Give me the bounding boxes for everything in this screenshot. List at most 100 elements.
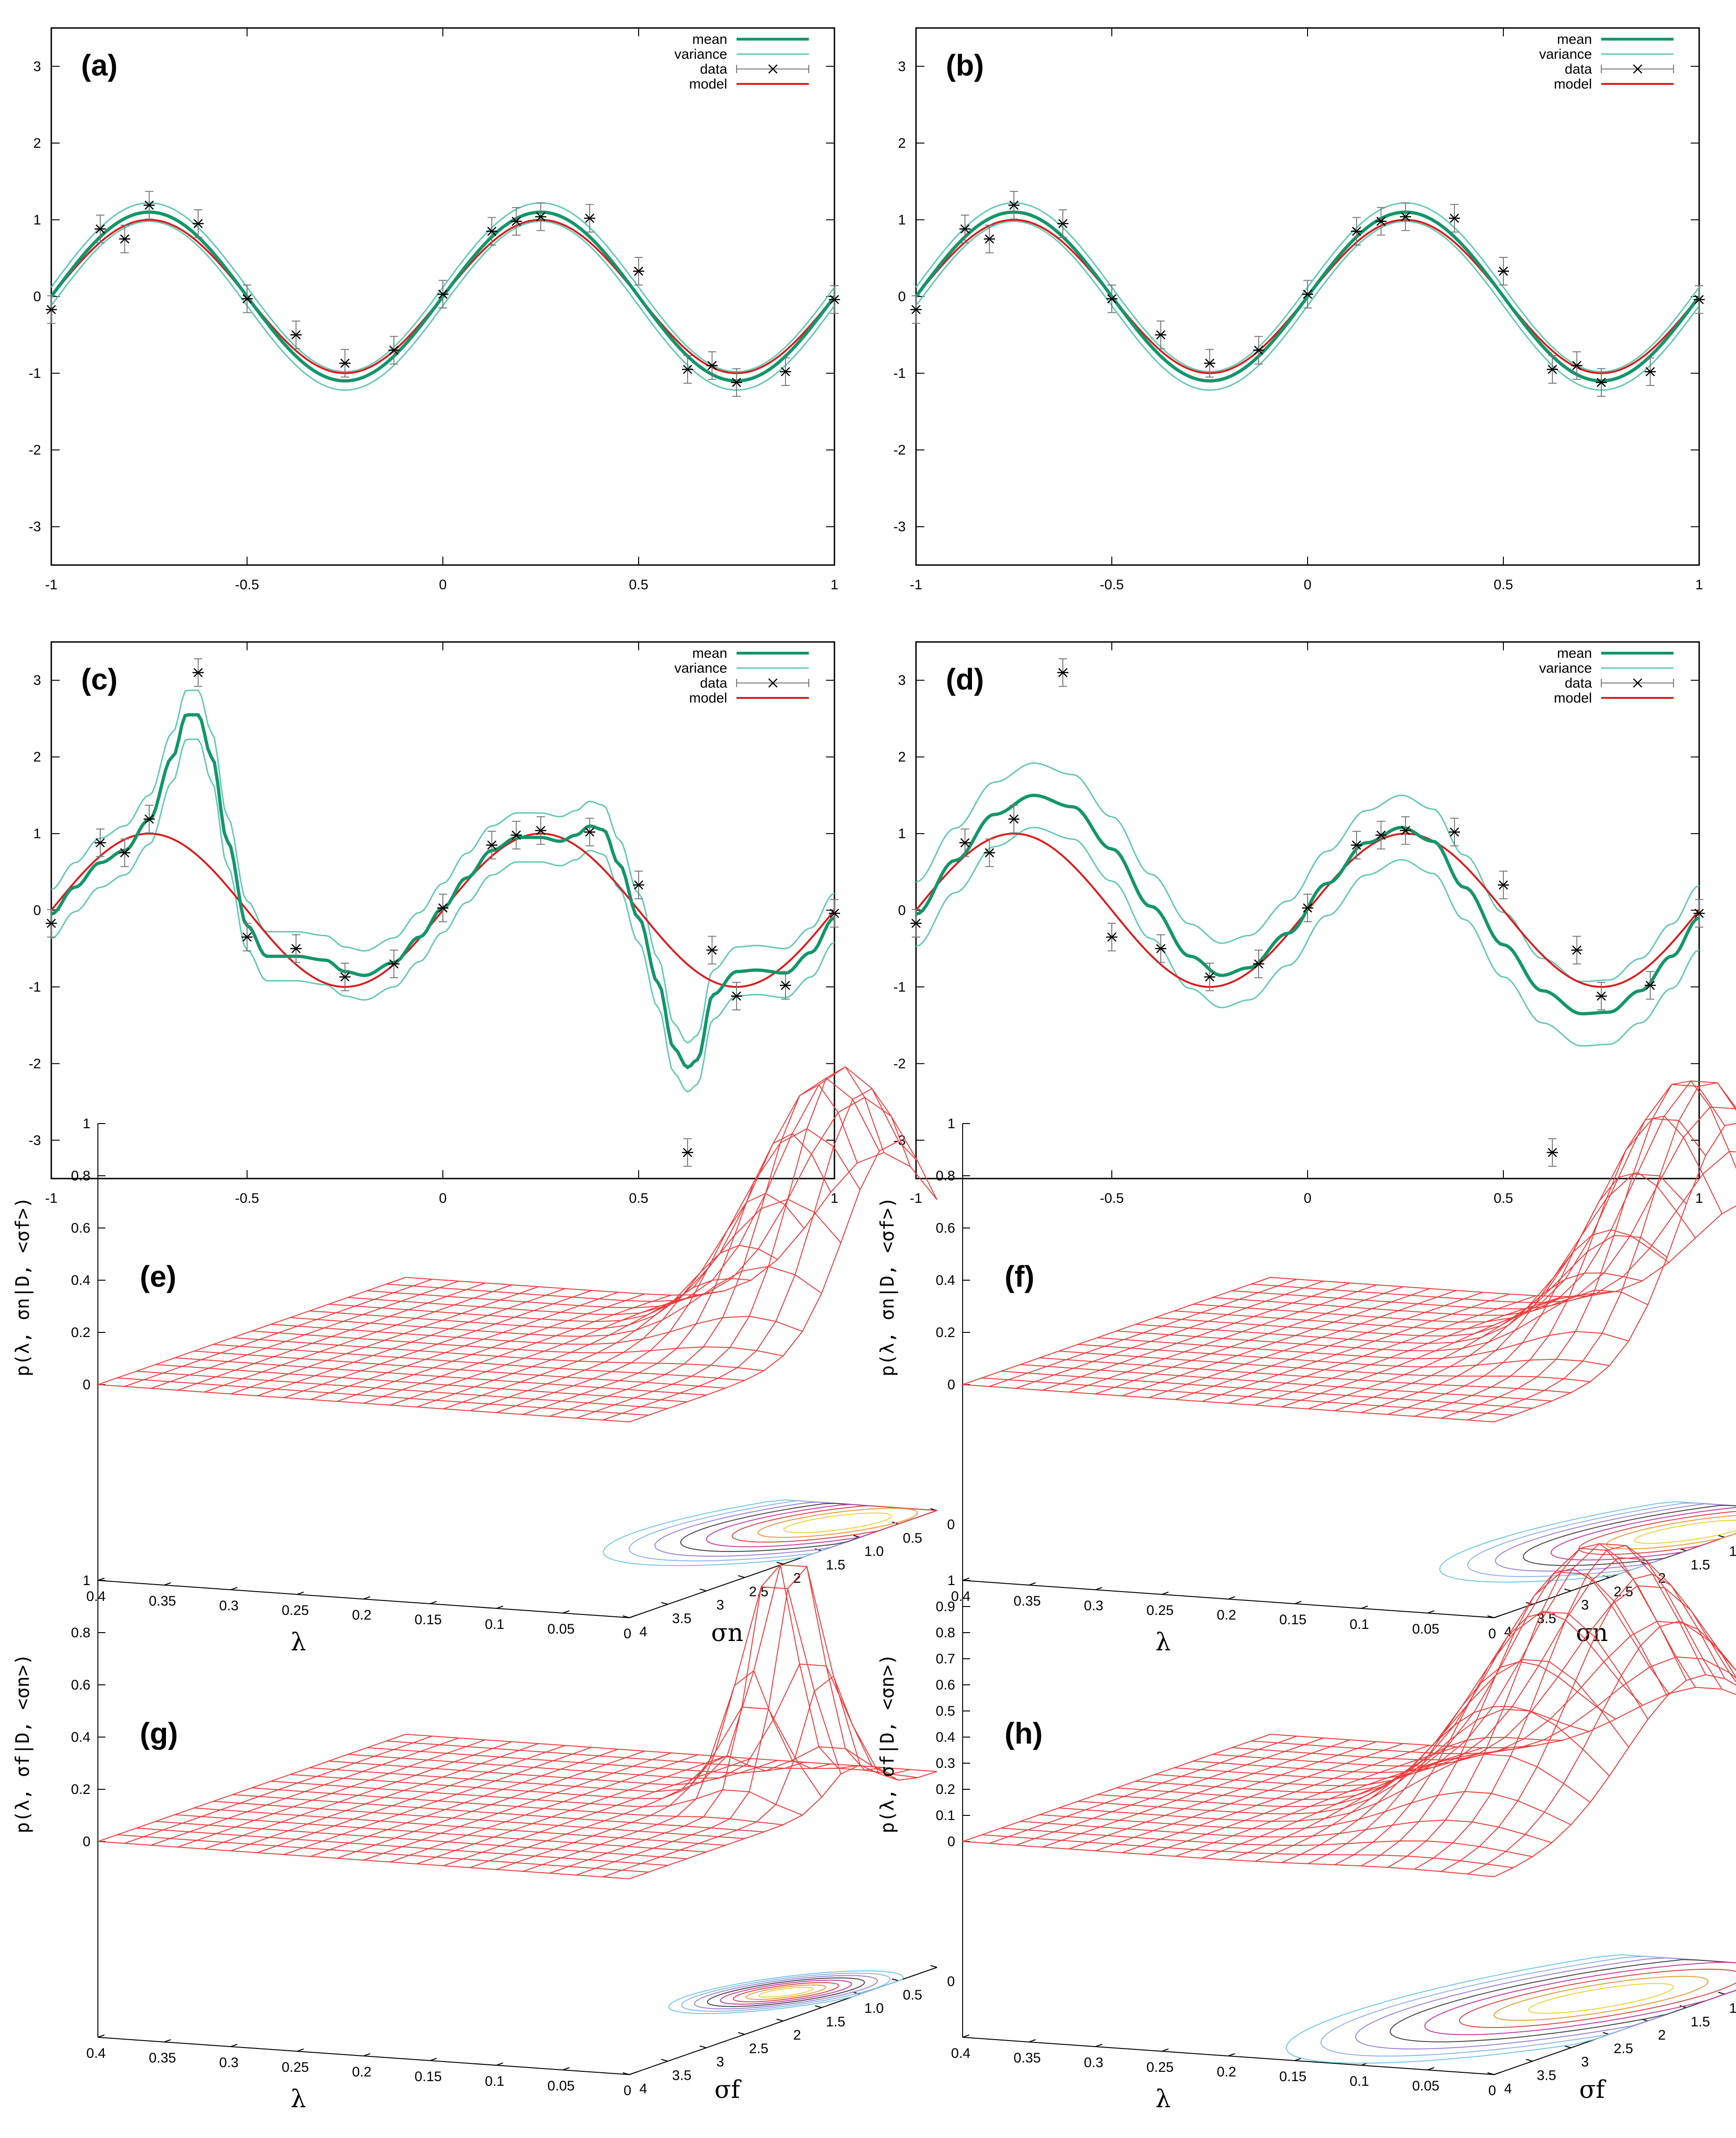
contour-line xyxy=(732,1982,840,2002)
data-point xyxy=(1547,1138,1558,1167)
data-point xyxy=(984,224,995,254)
lambda-tick xyxy=(230,1587,238,1590)
mesh-line-sigma xyxy=(271,1316,803,1345)
lambda-tick-label: 0.4 xyxy=(86,1589,106,1604)
data-point xyxy=(510,207,522,236)
mesh-line-sigma xyxy=(1251,1656,1736,1754)
mesh-line-lambda xyxy=(549,1564,858,1874)
data-marker xyxy=(388,959,400,969)
data-marker xyxy=(486,840,497,850)
contours xyxy=(602,1499,937,1566)
sigma-tick xyxy=(776,2019,784,2021)
data-marker xyxy=(584,214,595,223)
lambda-tick xyxy=(1494,1615,1501,1618)
mesh-line-sigma xyxy=(348,1663,880,1779)
lambda-tick xyxy=(1295,2058,1302,2061)
x-tick-label: -0.5 xyxy=(235,577,259,593)
mesh-line-lambda xyxy=(1467,1082,1736,1421)
sigma-tick xyxy=(892,1978,899,1981)
sigma-tick-label: 0.5 xyxy=(903,1987,923,2003)
mesh-line-sigma xyxy=(155,1364,687,1402)
data-marker xyxy=(1375,830,1387,840)
z-tick-label: 1 xyxy=(947,1116,955,1131)
data-point xyxy=(339,349,351,378)
data-point xyxy=(1351,831,1362,860)
mesh-line-lambda xyxy=(416,1290,725,1407)
x-tick-label: -1 xyxy=(45,1191,58,1206)
mesh-line-sigma xyxy=(1059,1753,1591,1822)
sigma-tick xyxy=(661,1602,668,1605)
data-point xyxy=(1694,285,1705,314)
z-axis-label: p(λ, σn|D, <σf>) xyxy=(877,1197,898,1376)
data-marker xyxy=(633,880,644,890)
z-tick-label: 1 xyxy=(947,1573,955,1588)
variance-upper-line xyxy=(51,690,835,1044)
panel-label: (d) xyxy=(946,662,984,696)
data-point xyxy=(1302,280,1313,309)
legend-mean-label: mean xyxy=(1557,32,1592,47)
data-marker xyxy=(46,305,57,314)
z-tick-label: 0.4 xyxy=(936,1730,955,1745)
mesh-line-lambda xyxy=(576,1566,884,1876)
data-point xyxy=(1302,893,1313,923)
contour-line xyxy=(1459,1968,1736,2028)
data-point xyxy=(1057,658,1068,687)
data-marker xyxy=(1375,216,1387,226)
sigma-tick-label: 2 xyxy=(793,2028,801,2043)
lambda-tick-label: 0 xyxy=(1488,1626,1496,1641)
data-point xyxy=(1057,209,1068,238)
y-tick-label: -3 xyxy=(893,519,906,535)
data-marker xyxy=(241,932,253,942)
lambda-tick-label: 0.1 xyxy=(1350,2074,1369,2089)
lambda-tick-label: 0.05 xyxy=(1412,1621,1439,1637)
mesh-line-sigma xyxy=(1097,1331,1629,1359)
data-point xyxy=(1645,357,1656,386)
sigma-tick-label: 2 xyxy=(1658,2028,1666,2043)
data-marker xyxy=(1596,378,1607,387)
surface-mesh xyxy=(962,1080,1736,1422)
data-marker xyxy=(829,909,840,918)
legend-model-label: model xyxy=(1554,690,1592,706)
mesh-line-lambda xyxy=(1414,1115,1722,1417)
lambda-tick-label: 0.05 xyxy=(547,2078,574,2094)
x-tick-label: 1 xyxy=(831,1191,839,1206)
sigma-tick-label: 4 xyxy=(640,2081,648,2097)
data-point xyxy=(1253,336,1264,365)
lambda-tick xyxy=(1029,1582,1036,1586)
data-marker xyxy=(388,345,400,355)
sigma-tick-label: 3 xyxy=(716,2055,724,2070)
data-marker xyxy=(829,295,840,304)
panel-a: -1 -0.5 0 0.5 1 -3 -2 -1 0 1 2 3 (a) meanvariancedata… xyxy=(28,27,840,593)
x-tick-label: 0 xyxy=(1304,1191,1312,1206)
data-point xyxy=(46,909,57,938)
data-marker xyxy=(1155,330,1166,340)
mesh-line-sigma xyxy=(309,1586,841,1793)
y-tick-label: -2 xyxy=(893,1056,906,1071)
z-tick-label: 0.9 xyxy=(936,1599,955,1614)
legend-data-label: data xyxy=(1565,62,1592,77)
data-point xyxy=(1106,284,1117,313)
legend-model-label: model xyxy=(1554,76,1592,92)
data-marker xyxy=(984,848,995,858)
data-point xyxy=(290,934,302,963)
data-marker xyxy=(1694,295,1705,304)
contour-line xyxy=(745,1984,827,2000)
data-point xyxy=(486,831,497,860)
lambda-tick xyxy=(363,1596,371,1600)
y-tick-label: -1 xyxy=(893,979,906,995)
mesh-line-sigma xyxy=(1059,1351,1591,1382)
data-marker xyxy=(1547,1148,1558,1157)
data-point xyxy=(1571,351,1583,380)
mesh-line-lambda xyxy=(523,1133,831,1415)
lambda-tick xyxy=(430,1601,437,1604)
sigma-tick xyxy=(738,2032,745,2035)
x-tick-label: 1 xyxy=(1695,1191,1703,1206)
data-point xyxy=(388,336,400,365)
lambda-tick-label: 0.3 xyxy=(219,1598,239,1614)
mesh-line-sigma xyxy=(405,1734,937,1772)
sigma-tick xyxy=(930,1965,937,1968)
lambda-tick xyxy=(1095,2044,1102,2047)
data-marker xyxy=(633,266,644,276)
